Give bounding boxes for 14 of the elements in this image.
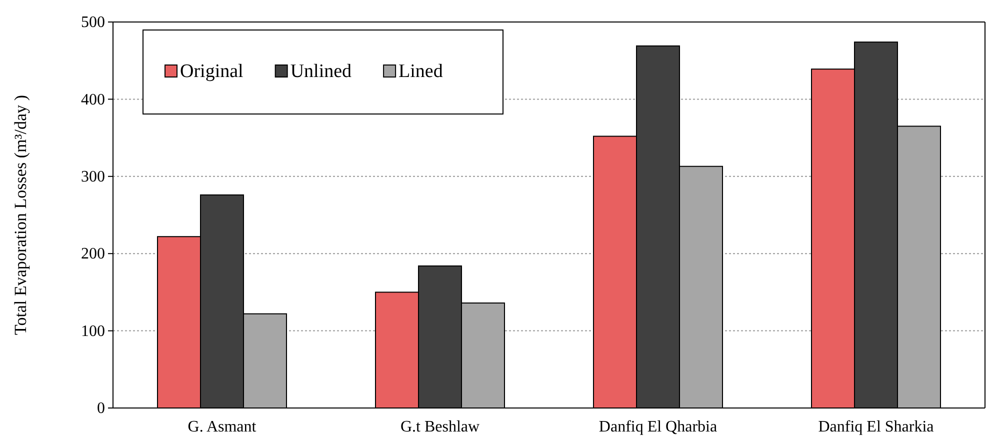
x-tick-label: G.t Beshlaw bbox=[400, 418, 480, 436]
legend-label: Original bbox=[180, 61, 244, 82]
y-tick-label: 300 bbox=[81, 168, 105, 186]
y-tick-label: 400 bbox=[81, 91, 105, 108]
y-axis-title: Total Evaporation Losses (m³/day ) bbox=[10, 95, 30, 335]
x-tick-label: Danfiq El Qharbia bbox=[598, 418, 718, 436]
y-tick-label: 500 bbox=[81, 14, 105, 32]
x-tick-label: G. Asmant bbox=[188, 418, 257, 436]
y-tick-label: 100 bbox=[81, 322, 105, 340]
legend-label: Lined bbox=[398, 61, 444, 82]
y-tick-label: 200 bbox=[81, 246, 105, 263]
x-tick-label: Danfiq El Sharkia bbox=[818, 418, 934, 436]
legend-label: Unlined bbox=[290, 61, 352, 82]
y-tick-label: 0 bbox=[97, 400, 105, 418]
